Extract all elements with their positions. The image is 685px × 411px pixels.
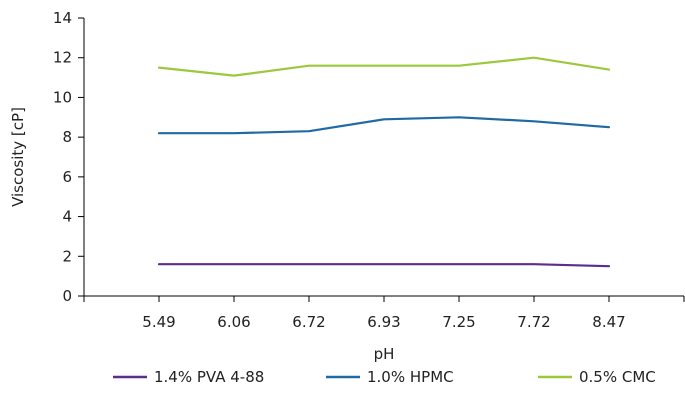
legend-item: 0.5% CMC bbox=[538, 368, 656, 386]
series-line-2 bbox=[157, 56, 611, 77]
x-tick-label: 7.25 bbox=[442, 313, 475, 331]
x-axis: 5.49 6.06 6.72 6.93 7.25 7.72 8.47 bbox=[83, 295, 685, 331]
x-tick-label: 6.72 bbox=[292, 313, 325, 331]
legend-label: 1.0% HPMC bbox=[367, 368, 454, 386]
x-tick-label: 8.47 bbox=[592, 313, 625, 331]
x-axis-title: pH bbox=[374, 345, 395, 363]
series-line-1 bbox=[157, 116, 611, 135]
y-tick-label: 4 bbox=[62, 208, 72, 226]
x-tick-label: 6.06 bbox=[217, 313, 250, 331]
y-axis: 0 2 4 6 8 10 12 14 bbox=[53, 9, 85, 305]
legend: 1.4% PVA 4-88 1.0% HPMC 0.5% CMC bbox=[113, 368, 656, 386]
x-tick-label: 6.93 bbox=[367, 313, 400, 331]
x-tick-label: 5.49 bbox=[142, 313, 175, 331]
legend-item: 1.0% HPMC bbox=[326, 368, 454, 386]
y-tick-label: 2 bbox=[62, 247, 72, 265]
y-tick-label: 0 bbox=[62, 287, 72, 305]
series-lines bbox=[157, 56, 611, 268]
legend-label: 1.4% PVA 4-88 bbox=[154, 368, 264, 386]
y-tick-label: 6 bbox=[62, 168, 72, 186]
y-tick-label: 14 bbox=[53, 9, 72, 27]
x-tick-label: 7.72 bbox=[517, 313, 550, 331]
y-tick-label: 8 bbox=[62, 128, 72, 146]
y-axis-title: Viscosity [cP] bbox=[9, 107, 27, 207]
y-tick-label: 12 bbox=[53, 49, 72, 67]
series-line-0 bbox=[157, 263, 611, 268]
legend-item: 1.4% PVA 4-88 bbox=[113, 368, 264, 386]
y-tick-label: 10 bbox=[53, 88, 72, 106]
legend-label: 0.5% CMC bbox=[579, 368, 656, 386]
